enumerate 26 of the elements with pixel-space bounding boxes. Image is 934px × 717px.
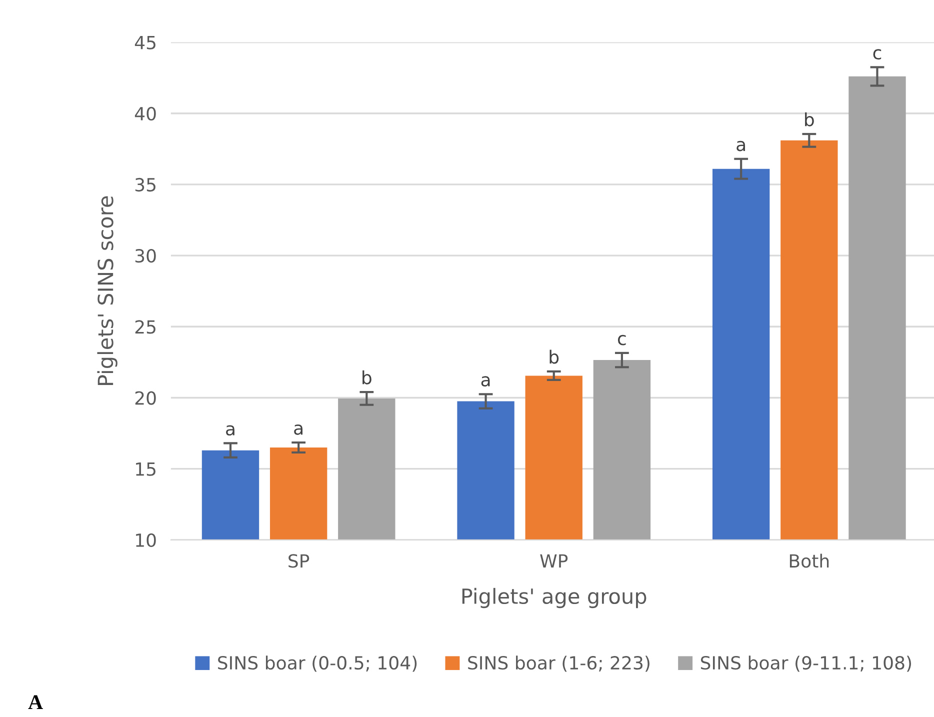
data-label: b <box>362 370 372 384</box>
y-tick-label: 15 <box>136 462 156 476</box>
data-label: a <box>736 140 745 152</box>
y-tick-label: 40 <box>134 106 156 121</box>
legend-label: SINS boar (1-6; 223) <box>468 656 650 672</box>
data-label: a <box>294 424 302 435</box>
y-tick-label: 10 <box>136 533 156 548</box>
y-tick-label: 35 <box>135 178 156 192</box>
x-tick-label: Both <box>790 554 829 568</box>
data-label: b <box>805 112 814 126</box>
legend-label: SINS boar (9-11.1; 108) <box>700 656 912 672</box>
y-tick-label: 30 <box>135 249 156 263</box>
data-label: a <box>226 425 234 436</box>
data-label: c <box>873 49 882 60</box>
y-tick-label: 45 <box>134 36 156 50</box>
x-tick-label: WP <box>540 554 568 568</box>
y-tick-label: 20 <box>135 391 156 405</box>
data-label: b <box>550 350 559 364</box>
y-axis-title: Piglets' SINS score <box>97 196 118 385</box>
x-axis-title: Piglets' age group <box>462 588 646 608</box>
y-tick-label: 25 <box>135 320 156 334</box>
legend-label: SINS boar (0-0.5; 104) <box>218 656 417 672</box>
data-label: c <box>618 334 626 346</box>
text: A <box>28 695 43 709</box>
data-label: a <box>481 376 490 387</box>
x-tick-label: SP <box>288 554 310 568</box>
